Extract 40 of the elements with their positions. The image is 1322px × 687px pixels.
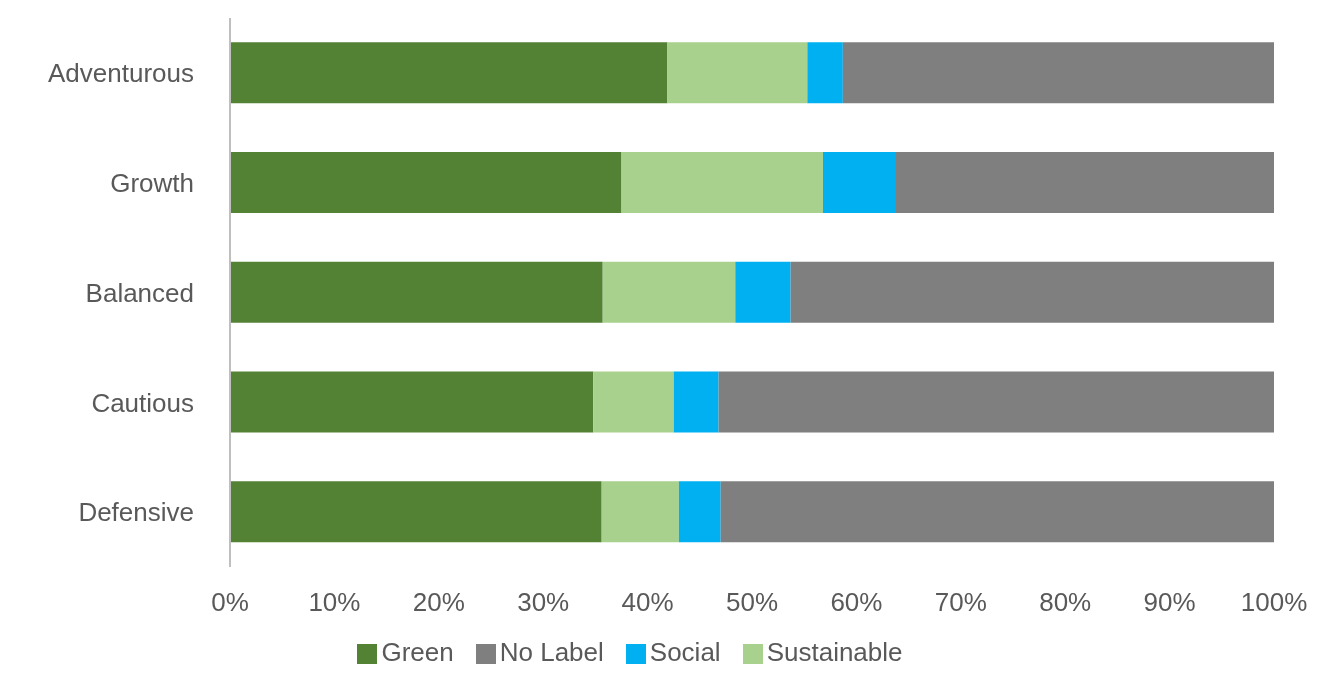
bar xyxy=(807,42,843,104)
bar xyxy=(678,481,721,543)
bar xyxy=(621,151,823,213)
bar xyxy=(230,261,603,323)
bar xyxy=(895,151,1274,213)
legend-label: Social xyxy=(649,637,721,667)
x-tick-label: 70% xyxy=(934,587,987,618)
legend-label: Sustainable xyxy=(766,637,903,667)
bar xyxy=(718,371,1274,433)
bar xyxy=(735,261,791,323)
bar xyxy=(230,151,622,213)
x-tick-label: 60% xyxy=(830,587,883,618)
bar xyxy=(230,371,594,433)
legend-label: No Label xyxy=(499,637,604,667)
x-tick-label: 40% xyxy=(621,587,674,618)
bar xyxy=(673,371,719,433)
y-tick-label: Cautious xyxy=(91,387,194,418)
y-tick-label: Adventurous xyxy=(48,58,194,89)
bar xyxy=(593,371,674,433)
bar xyxy=(230,481,602,543)
bar xyxy=(790,261,1274,323)
bar xyxy=(602,261,736,323)
bar xyxy=(667,42,808,104)
bar xyxy=(842,42,1274,104)
legend-label: Green xyxy=(381,637,454,667)
x-tick-label: 90% xyxy=(1143,587,1196,618)
x-tick-label: 10% xyxy=(308,587,361,618)
bar xyxy=(230,42,668,104)
x-tick-label: 0% xyxy=(211,587,249,618)
y-tick-label: Growth xyxy=(110,167,194,198)
x-tick-label: 30% xyxy=(517,587,570,618)
bar xyxy=(822,151,896,213)
bar xyxy=(720,481,1274,543)
x-tick-label: 100% xyxy=(1240,587,1308,618)
x-tick-label: 80% xyxy=(1039,587,1092,618)
x-tick-label: 20% xyxy=(412,587,465,618)
x-tick-label: 50% xyxy=(725,587,779,618)
bar xyxy=(601,481,679,543)
y-tick-label: Balanced xyxy=(85,277,194,308)
y-tick-label: Defensive xyxy=(78,497,194,528)
